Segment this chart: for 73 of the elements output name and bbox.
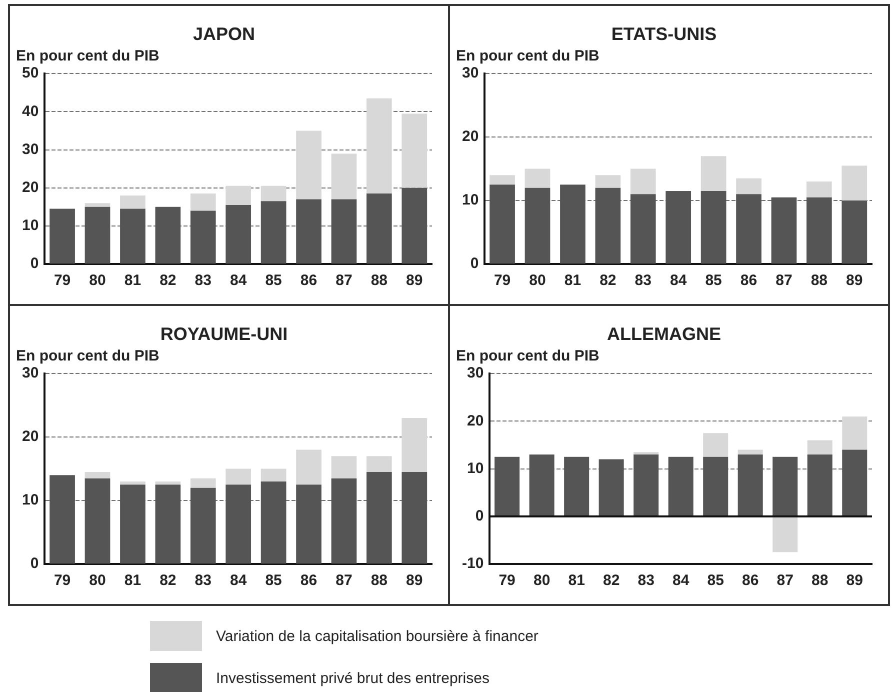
y-tick-label: 0 [470,255,479,272]
x-tick-label: 83 [194,572,212,590]
y-tick-label: 20 [466,412,484,430]
y-tick-label: 30 [466,364,484,382]
x-tick-label: 85 [705,272,722,290]
y-tick-label: 10 [22,217,39,234]
x-tick-label: 81 [124,272,142,290]
x-tick-label: 84 [230,272,248,290]
y-tick-label: 20 [22,428,39,446]
x-tick-label: 79 [54,272,71,290]
x-tick-label: 83 [194,272,212,290]
x-tick-label: 83 [638,572,654,590]
chart-title: ALLEMAGNE [607,324,721,344]
x-tick-label: 82 [160,572,176,590]
x-tick-label: 89 [406,572,423,590]
x-tick-label: 86 [742,572,759,590]
x-tick-label: 79 [54,572,71,590]
x-tick-label: 81 [124,572,142,590]
x-tick-label: 89 [846,272,863,290]
x-tick-label: 80 [89,572,106,590]
y-axis-title: En pour cent du PIB [456,348,600,365]
y-tick-label: 30 [462,64,479,82]
x-tick-label: 86 [740,272,758,290]
x-tick-label: 87 [776,572,794,590]
x-tick-label: 80 [533,572,550,590]
x-tick-label: 84 [230,572,248,590]
x-tick-label: 82 [160,272,176,290]
x-tick-label: 84 [670,272,688,290]
x-tick-label: 88 [370,272,388,290]
x-tick-label: 82 [602,572,620,590]
y-tick-label: 40 [22,102,39,120]
y-tick-label: 0 [475,508,484,525]
chart-title: ETATS-UNIS [611,24,717,44]
x-tick-label: 80 [89,272,106,290]
x-tick-label: 85 [707,572,724,590]
x-tick-label: 79 [494,272,511,290]
chart-title: ROYAUME-UNI [160,324,288,344]
y-tick-label: 10 [466,460,484,477]
x-tick-label: 86 [300,572,318,590]
x-tick-label: 85 [265,272,282,290]
y-axis-title: En pour cent du PIB [16,348,160,365]
x-tick-label: 86 [300,272,318,290]
x-tick-label: 89 [846,572,863,590]
chart-title: JAPON [192,24,256,44]
y-axis-title: En pour cent du PIB [16,48,160,65]
x-tick-label: 87 [336,572,352,590]
x-tick-label: 79 [498,572,516,590]
y-tick-label: 20 [22,178,39,196]
x-tick-label: 87 [776,272,792,290]
x-tick-label: 87 [336,272,352,290]
x-tick-label: 89 [406,272,423,290]
x-tick-label: 82 [600,272,616,290]
legend-label: Variation de la capitalisation boursière à financer [216,628,538,644]
y-tick-label: 30 [22,364,39,382]
y-tick-label: 10 [462,192,479,209]
y-axis-title: En pour cent du PIB [456,48,600,65]
y-tick-label: -10 [462,555,484,572]
x-tick-label: 84 [672,572,690,590]
y-tick-label: 50 [22,64,39,82]
x-tick-label: 83 [634,272,652,290]
y-tick-label: 20 [462,128,479,146]
x-tick-label: 81 [564,272,582,290]
legend-label: Investissement privé brut des entreprises [216,670,490,686]
x-tick-label: 85 [265,572,282,590]
y-tick-label: 0 [30,255,39,272]
y-tick-label: 0 [30,555,39,572]
y-tick-label: 10 [22,492,39,509]
x-tick-label: 88 [812,572,828,590]
x-tick-label: 80 [529,272,546,290]
x-tick-label: 88 [370,572,388,590]
y-tick-label: 30 [22,140,39,158]
x-tick-label: 81 [568,572,585,590]
x-tick-label: 88 [810,272,828,290]
